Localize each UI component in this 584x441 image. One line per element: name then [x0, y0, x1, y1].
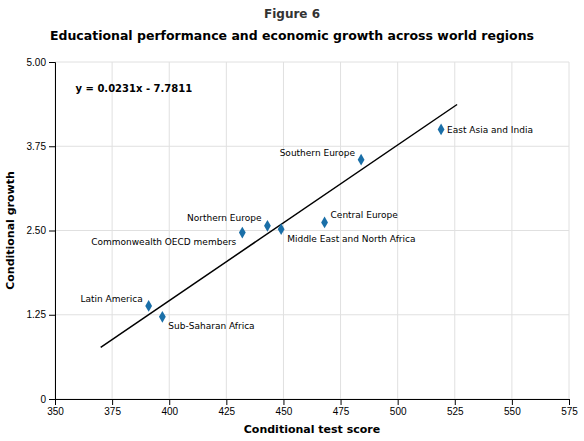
x-axis-tick-label: 550 — [504, 406, 521, 417]
y-axis-title: Conditional growth — [4, 171, 17, 290]
x-axis-tick-mark — [569, 399, 570, 405]
x-axis-tick: 350 — [47, 399, 64, 417]
y-axis-tick: 2.50 — [27, 225, 55, 236]
y-axis-tick-label: 1.25 — [27, 309, 47, 320]
y-axis: 0 1.25 2.50 3.75 5.00 — [27, 57, 56, 405]
x-axis-tick: 525 — [447, 399, 464, 417]
point-label: Commonwealth OECD members — [91, 237, 236, 247]
point — [278, 223, 285, 235]
x-axis: 350 375 400 425 450 475 500 525 550 575 — [47, 399, 578, 417]
x-axis-tick-mark — [455, 399, 456, 405]
grid-line-y — [55, 62, 569, 63]
y-axis-tick-label: 2.50 — [27, 225, 47, 236]
x-axis-tick-label: 525 — [447, 406, 464, 417]
y-axis-tick-label: 3.75 — [27, 141, 47, 152]
x-axis-tick-label: 425 — [218, 406, 235, 417]
point — [358, 154, 365, 166]
y-axis-tick-mark — [49, 231, 55, 232]
y-axis-tick-label: 0 — [40, 394, 46, 405]
point — [438, 124, 445, 136]
regression-line — [101, 104, 457, 347]
point-label: Latin America — [80, 294, 142, 304]
labels: Latin America Sub-Saharan Africa Commonwea… — [80, 125, 533, 330]
x-axis-tick: 375 — [104, 399, 121, 417]
x-axis-line — [56, 400, 570, 406]
x-axis-tick-label: 375 — [104, 406, 121, 417]
point — [239, 227, 246, 239]
point-label: East Asia and India — [447, 125, 533, 135]
y-axis-tick: 0 — [40, 394, 55, 405]
x-axis-tick: 425 — [218, 399, 235, 417]
point — [159, 311, 166, 323]
x-axis-tick-mark — [169, 399, 170, 405]
grid-line-y — [55, 230, 569, 231]
grid — [55, 62, 569, 399]
x-axis-tick-mark — [283, 399, 284, 405]
point-label: Middle East and North Africa — [287, 234, 415, 244]
x-axis-tick: 500 — [390, 399, 407, 417]
x-axis-tick-mark — [398, 399, 399, 405]
x-axis-tick-label: 450 — [276, 406, 293, 417]
point — [145, 300, 152, 312]
point — [321, 217, 328, 229]
x-axis-tick-mark — [112, 399, 113, 405]
x-axis-tick-label: 350 — [47, 406, 64, 417]
y-axis-tick-label: 5.00 — [27, 57, 47, 68]
x-axis-tick: 575 — [561, 399, 578, 417]
x-axis-tick: 475 — [333, 399, 350, 417]
point-label: Sub-Saharan Africa — [168, 321, 254, 331]
y-axis-tick-mark — [49, 62, 55, 63]
point — [264, 220, 271, 232]
chart: Figure 6 Educational performance and econ… — [0, 0, 584, 441]
point-label: Northern Europe — [187, 213, 262, 223]
x-axis-tick-label: 400 — [161, 406, 178, 417]
x-axis-tick: 400 — [161, 399, 178, 417]
plot: 350 375 400 425 450 475 500 525 550 575 0 1.25 2.50 3… — [27, 57, 579, 417]
x-axis-tick-mark — [226, 399, 227, 405]
point-label: Central Europe — [331, 210, 399, 220]
marks — [101, 104, 457, 347]
y-axis-tick-mark — [49, 315, 55, 316]
x-axis-tick-mark — [512, 399, 513, 405]
x-axis-tick-label: 575 — [561, 406, 578, 417]
y-axis-tick: 3.75 — [27, 141, 55, 152]
equation: y = 0.0231x - 7.7811 — [76, 83, 193, 94]
title: Figure 6 — [264, 7, 320, 21]
y-axis-tick-mark — [49, 399, 55, 400]
y-axis-line — [49, 63, 56, 400]
x-axis-tick-mark — [341, 399, 342, 405]
y-axis-tick: 5.00 — [27, 57, 55, 68]
x-axis-tick-label: 500 — [390, 406, 407, 417]
x-axis-tick: 550 — [504, 399, 521, 417]
grid-line-y — [55, 314, 569, 315]
subtitle: Educational performance and economic gro… — [50, 28, 534, 43]
y-axis-tick-mark — [49, 146, 55, 147]
x-axis-title: Conditional test score — [244, 423, 380, 436]
x-axis-tick: 450 — [276, 399, 293, 417]
point-label: Southern Europe — [280, 148, 356, 158]
y-axis-tick: 1.25 — [27, 309, 55, 320]
x-axis-tick-label: 475 — [333, 406, 350, 417]
grid-line-y — [55, 146, 569, 147]
